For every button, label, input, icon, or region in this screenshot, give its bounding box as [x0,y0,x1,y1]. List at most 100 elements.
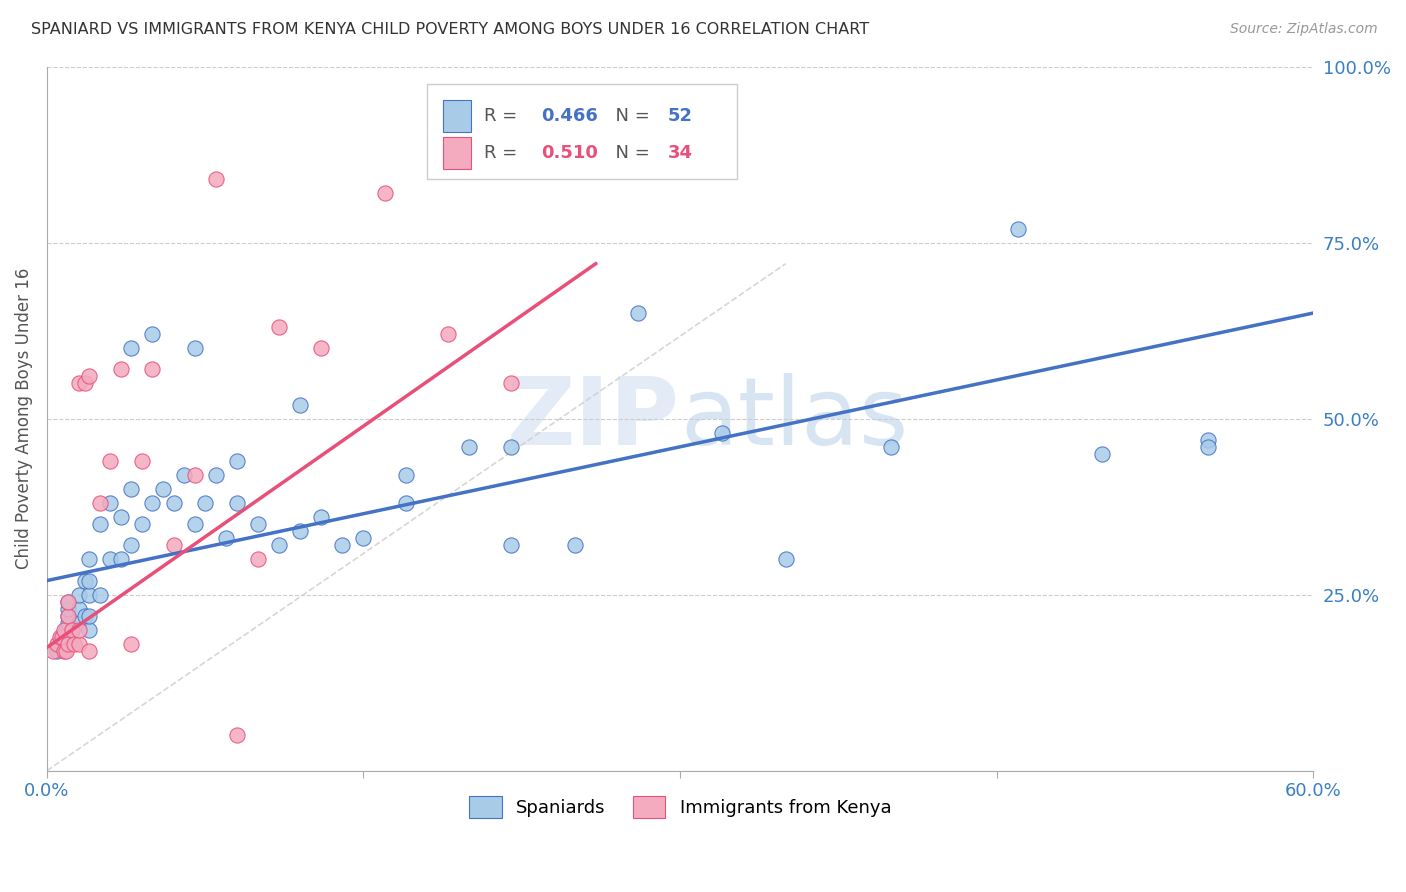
Point [89,496,111,510]
Point [46,637,69,651]
Point [267,320,290,334]
Point [120,482,142,496]
Point [89,517,111,532]
Text: N =: N = [605,145,655,162]
Point [246,517,269,532]
Point [288,524,311,539]
Point [110,362,132,376]
Point [120,538,142,552]
Point [204,172,226,186]
Point [141,496,163,510]
Point [437,327,460,342]
Point [880,440,903,454]
Point [51,630,73,644]
Point [56,595,79,609]
Point [225,454,247,468]
Point [56,637,79,651]
Text: SPANIARD VS IMMIGRANTS FROM KENYA CHILD POVERTY AMONG BOYS UNDER 16 CORRELATION : SPANIARD VS IMMIGRANTS FROM KENYA CHILD … [31,22,869,37]
Point [98,496,121,510]
Point [183,517,205,532]
Point [267,538,290,552]
Point [246,552,269,566]
Point [77,552,100,566]
Text: 0.510: 0.510 [541,145,598,162]
Point [67,588,90,602]
Point [1197,440,1219,454]
Point [225,496,247,510]
Point [120,637,142,651]
Point [46,644,69,658]
Point [627,306,650,320]
Point [1007,221,1029,235]
Point [141,362,163,376]
Point [131,454,153,468]
Point [311,341,333,355]
Point [225,729,247,743]
Point [173,467,195,482]
Point [98,454,121,468]
Point [56,595,79,609]
Point [395,467,418,482]
Point [73,608,96,623]
Text: R =: R = [484,145,523,162]
Text: 34: 34 [668,145,692,162]
Point [77,369,100,384]
Text: ZIP: ZIP [508,373,681,465]
Point [98,552,121,566]
Point [120,341,142,355]
Text: R =: R = [484,107,523,125]
Text: 0.466: 0.466 [541,107,598,125]
Point [458,440,481,454]
Text: 52: 52 [668,107,692,125]
FancyBboxPatch shape [427,84,737,179]
Point [67,601,90,615]
Text: N =: N = [605,107,655,125]
Point [374,186,396,201]
Point [55,644,77,658]
Point [73,376,96,391]
Point [52,630,75,644]
Point [56,615,79,630]
Point [183,341,205,355]
Point [77,623,100,637]
Text: Source: ZipAtlas.com: Source: ZipAtlas.com [1230,22,1378,37]
Point [501,538,523,552]
Legend: Spaniards, Immigrants from Kenya: Spaniards, Immigrants from Kenya [461,789,898,825]
Point [215,532,238,546]
Point [56,608,79,623]
Text: atlas: atlas [681,373,908,465]
Point [51,637,73,651]
Point [77,588,100,602]
Y-axis label: Child Poverty Among Boys Under 16: Child Poverty Among Boys Under 16 [15,268,32,569]
Bar [443,100,471,132]
Point [89,588,111,602]
Point [162,496,184,510]
Point [194,496,217,510]
Point [63,637,86,651]
Point [67,376,90,391]
Point [110,552,132,566]
Point [42,644,65,658]
Bar [443,137,471,169]
Point [55,623,77,637]
Point [77,574,100,588]
Point [56,601,79,615]
Point [131,517,153,532]
Point [1091,447,1114,461]
Point [353,532,375,546]
Point [56,608,79,623]
Point [162,538,184,552]
Point [60,623,83,637]
Point [395,496,418,510]
Point [141,327,163,342]
Point [204,467,226,482]
Point [311,510,333,524]
Point [77,608,100,623]
Point [67,637,90,651]
Point [52,623,75,637]
Point [501,376,523,391]
Point [67,615,90,630]
Point [110,510,132,524]
Point [711,425,734,440]
Point [288,398,311,412]
